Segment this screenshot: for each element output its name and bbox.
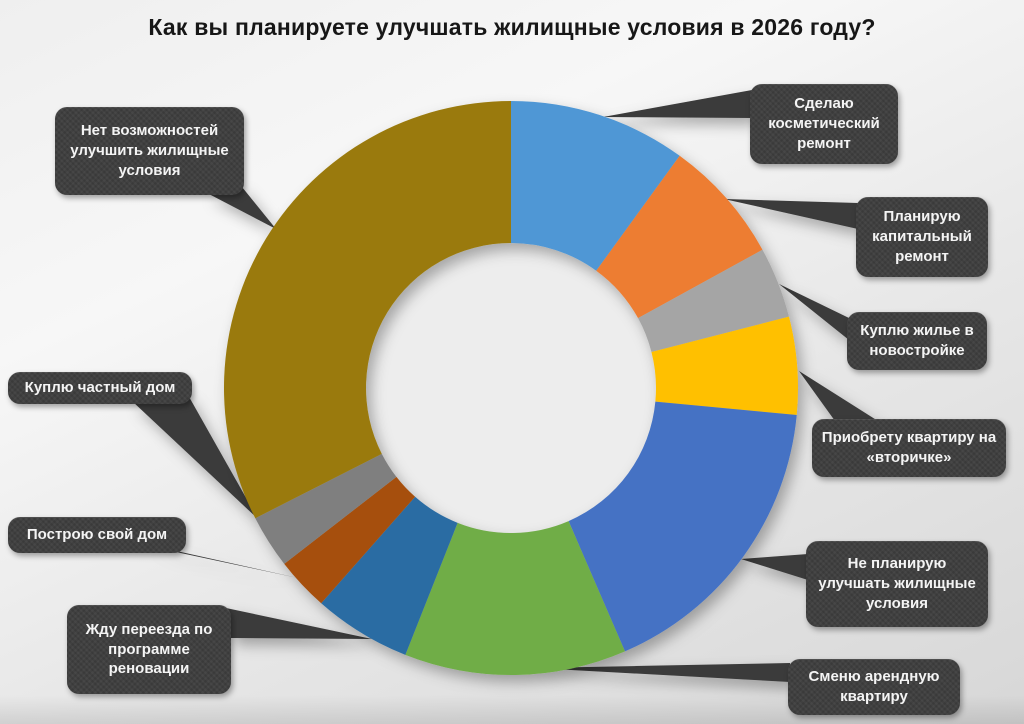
callout-buy-private-house: Куплю частный дом <box>8 372 192 404</box>
callout-label: Не планирую улучшать жилищные условия <box>818 555 976 612</box>
callout-tails <box>132 90 878 682</box>
callout-tail-6 <box>535 663 790 682</box>
callout-tail-10 <box>207 187 276 229</box>
callout-tail-7 <box>226 608 372 639</box>
donut-slices <box>223 101 799 676</box>
donut-hole <box>366 243 656 533</box>
pie-slice-2 <box>596 155 763 319</box>
callout-label: Нет возможностей улучшить жилищные услов… <box>70 122 229 179</box>
pie-slice-4 <box>651 316 799 416</box>
pie-slice-9 <box>255 453 397 564</box>
callout-label: Жду переезда по программе реновации <box>85 620 213 678</box>
callout-cosmetic-repair: Сделаю косметический ремонт <box>750 84 898 164</box>
callout-label: Куплю жилье в новостройке <box>860 322 974 359</box>
callout-no-possibility: Нет возможностей улучшить жилищные услов… <box>55 107 244 195</box>
callout-label: Построю свой дом <box>26 526 168 544</box>
callout-renovation-program: Жду переезда по программе реновации <box>67 605 231 694</box>
pie-slice-7 <box>321 496 458 655</box>
callout-label: Куплю частный дом <box>24 379 176 397</box>
pie-slice-5 <box>568 401 797 652</box>
callout-new-building: Куплю жилье в новостройке <box>847 312 987 370</box>
callout-build-own-house: Построю свой дом <box>8 517 186 553</box>
pie-slice-8 <box>284 476 416 604</box>
callout-capital-repair: Планирую капитальный ремонт <box>856 197 988 277</box>
callout-label: Планирую капитальный ремонт <box>872 208 972 265</box>
callout-label: Сменю арендную квартиру <box>808 668 940 705</box>
callout-tail-5 <box>741 554 808 580</box>
callout-tail-1 <box>603 90 752 118</box>
callout-label: Сделаю косметический ремонт <box>768 95 880 152</box>
callout-tail-2 <box>724 199 858 229</box>
pie-slice-6 <box>405 521 625 676</box>
callout-tail-4 <box>799 371 878 421</box>
callout-tail-8 <box>145 544 298 578</box>
callout-no-plans: Не планирую улучшать жилищные условия <box>806 541 988 627</box>
callout-label: Приобрету квартиру на «вторичке» <box>821 429 997 466</box>
pie-slice-10 <box>223 101 511 519</box>
callout-change-rental: Сменю арендную квартиру <box>788 659 960 715</box>
callout-tail-9 <box>132 395 258 519</box>
callout-secondary-market: Приобрету квартиру на «вторичке» <box>812 419 1006 477</box>
pie-slice-3 <box>638 249 789 352</box>
chart-title: Как вы планируете улучшать жилищные усло… <box>148 14 876 40</box>
callout-tail-3 <box>779 284 849 340</box>
pie-slice-1 <box>511 101 680 271</box>
